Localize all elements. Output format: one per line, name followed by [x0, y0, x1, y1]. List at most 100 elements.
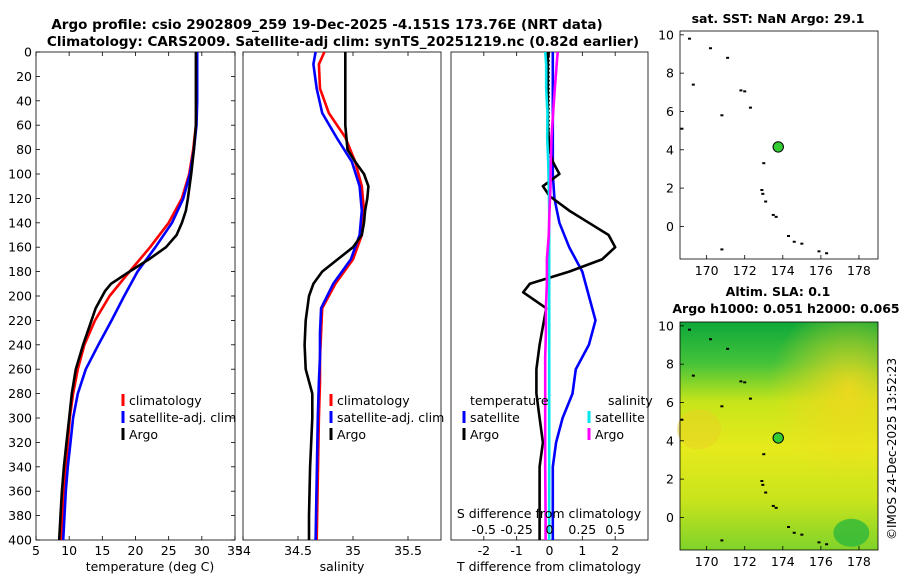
x2-tick-label: -0.5	[472, 522, 496, 537]
x-tick-label: 35	[345, 543, 361, 558]
x-tick-label: 30	[194, 543, 210, 558]
island	[688, 37, 692, 40]
x-tick-label: -2	[478, 543, 490, 558]
legend-label-temp-satellite: satellite	[470, 410, 520, 425]
y-tick-label: 220	[8, 313, 32, 328]
x-tick-label: 35.5	[394, 543, 422, 558]
temperature-xlabel: temperature (deg C)	[86, 559, 215, 574]
salinity-panel: 34 34.5 35 35.5	[235, 51, 442, 558]
island	[748, 397, 752, 400]
x-tick-label: 0	[546, 543, 554, 558]
island	[688, 328, 692, 331]
y-tick-label: 180	[8, 264, 32, 279]
island	[764, 491, 768, 494]
x-tick-label: 178	[847, 554, 871, 569]
y-tick-label: 60	[16, 118, 32, 133]
sla-field-low	[833, 518, 870, 547]
y-tick-label: 2	[666, 472, 674, 487]
y-tick-label: 260	[8, 362, 32, 377]
x2-tick-label: 0	[546, 522, 554, 537]
y-tick-label: 100	[8, 167, 32, 182]
island	[691, 83, 695, 86]
y-tick-label: 4	[666, 433, 674, 448]
y-tick-label: 6	[666, 395, 674, 410]
island	[761, 483, 765, 486]
plot-frame	[242, 51, 442, 541]
x-tick-label: -1	[510, 543, 522, 558]
legend-label-argo: Argo	[129, 427, 158, 442]
island	[743, 90, 747, 93]
x2-tick-label: 0.25	[568, 522, 596, 537]
y-tick-label: 240	[8, 337, 32, 352]
island	[739, 89, 743, 92]
y-tick-label: 140	[8, 215, 32, 230]
x-tick-label: 2	[611, 543, 619, 558]
island	[680, 127, 684, 130]
island	[739, 380, 743, 383]
x-tick-label: 170	[695, 554, 719, 569]
series-line-argo	[57, 52, 198, 541]
map-frame	[679, 30, 879, 260]
temperature-legend: climatology satellite-adj. clim Argo	[121, 393, 236, 442]
island	[720, 248, 724, 251]
island	[762, 453, 766, 456]
island	[771, 504, 775, 507]
x-tick-label: 20	[128, 543, 144, 558]
island	[825, 543, 829, 546]
x-tick-label: 170	[695, 263, 719, 278]
island	[760, 480, 764, 483]
y-tick-label: 10	[658, 27, 674, 42]
island	[720, 539, 724, 542]
x-tick-label: 172	[733, 554, 757, 569]
y-tick-label: 160	[8, 240, 32, 255]
legend-label-sal-argo: Argo	[595, 427, 624, 442]
sst-map-panel: 170 172 174 176 178 0 2 4 6 8 10	[658, 27, 879, 278]
x-tick-label: 178	[847, 263, 871, 278]
y-tick-label: 280	[8, 386, 32, 401]
legend-label-satellite: satellite-adj. clim	[129, 410, 236, 425]
x2-tick-label: -0.25	[500, 522, 532, 537]
sla-field-high	[677, 409, 722, 450]
title-line-1: Argo profile: csio 2902809_259 19-Dec-20…	[51, 17, 602, 33]
y-tick-label: 80	[16, 142, 32, 157]
x-tick-label: 176	[809, 263, 833, 278]
y-tick-label: 20	[16, 69, 32, 84]
y-tick-label: 0	[666, 219, 674, 234]
island	[691, 374, 695, 377]
difference-panel: -2 -1 0 1 2 -0.5 -0.25 0 0.25 0.5	[450, 51, 649, 558]
salinity-legend: climatology satellite-adj. clim Argo	[329, 393, 444, 442]
y-tick-label: 300	[8, 411, 32, 426]
series-line-argo	[303, 52, 370, 540]
y-tick-label: 340	[8, 459, 32, 474]
island	[825, 252, 829, 255]
island	[708, 338, 712, 341]
island	[760, 189, 764, 192]
temperature-panel: 0 20 40 60 80 100 120 140 160 180 200 220 240 260 280 3…	[8, 45, 243, 559]
sla-map-subtitle: Argo h1000: 0.051 h2000: 0.065	[672, 301, 899, 316]
island	[708, 47, 712, 50]
island	[720, 405, 724, 408]
island	[774, 506, 778, 509]
y-tick-label: 320	[8, 435, 32, 450]
island	[761, 192, 765, 195]
island	[787, 526, 791, 529]
x-tick-label: 176	[809, 554, 833, 569]
series-line-salinity-argo	[543, 51, 559, 540]
y-tick-label: 8	[666, 66, 674, 81]
y-tick-label: 4	[666, 142, 674, 157]
x-tick-label: 5	[32, 543, 40, 558]
island	[680, 418, 684, 421]
y-tick-label: 380	[8, 508, 32, 523]
salinity-xlabel: salinity	[320, 559, 365, 574]
y-tick-label: 0	[666, 510, 674, 525]
title-line-2: Climatology: CARS2009. Satellite-adj cli…	[47, 34, 639, 50]
island	[771, 213, 775, 216]
y-tick-label: 10	[658, 318, 674, 333]
x-tick-label: 10	[61, 543, 77, 558]
x-tick-label: 25	[161, 543, 177, 558]
island	[720, 114, 724, 117]
island	[792, 531, 796, 534]
y-tick-label: 120	[8, 191, 32, 206]
island	[743, 381, 747, 384]
